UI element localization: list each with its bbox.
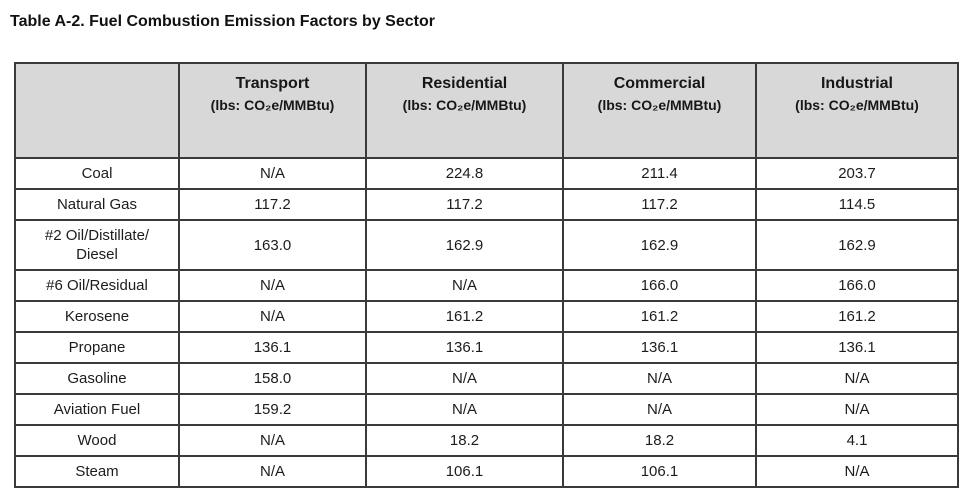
table-caption: Table A-2. Fuel Combustion Emission Fact…: [10, 13, 435, 30]
value-cell: 136.1: [755, 331, 959, 364]
header-row: Transport (lbs: CO₂e/MMBtu) Residential …: [14, 62, 959, 159]
value-cell: N/A: [562, 393, 757, 426]
value-cell: 166.0: [562, 269, 757, 302]
table-row-no2-oil-distillate-diesel: #2 Oil/Distillate/ Diesel 163.0 162.9 16…: [14, 219, 959, 271]
value-cell: 117.2: [365, 188, 564, 221]
value-cell: N/A: [178, 300, 367, 333]
value-cell: 106.1: [562, 455, 757, 488]
value-cell: N/A: [365, 393, 564, 426]
column-unit: (lbs: CO₂e/MMBtu): [402, 97, 527, 113]
fuel-label: Coal: [14, 157, 180, 190]
column-unit: (lbs: CO₂e/MMBtu): [597, 97, 722, 113]
value-cell: 117.2: [178, 188, 367, 221]
value-cell: 203.7: [755, 157, 959, 190]
value-cell: 162.9: [562, 219, 757, 271]
table-row-coal: Coal N/A 224.8 211.4 203.7: [14, 157, 959, 190]
column-header-industrial: Industrial (lbs: CO₂e/MMBtu): [755, 62, 959, 159]
fuel-label: Gasoline: [14, 362, 180, 395]
value-cell: N/A: [178, 157, 367, 190]
column-unit: (lbs: CO₂e/MMBtu): [210, 97, 335, 113]
fuel-label: Steam: [14, 455, 180, 488]
column-header-residential: Residential (lbs: CO₂e/MMBtu): [365, 62, 564, 159]
fuel-label: Kerosene: [14, 300, 180, 333]
table-row-propane: Propane 136.1 136.1 136.1 136.1: [14, 331, 959, 364]
column-name: Residential: [421, 75, 508, 92]
value-cell: N/A: [755, 362, 959, 395]
column-name: Commercial: [613, 75, 706, 92]
value-cell: 161.2: [562, 300, 757, 333]
value-cell: 163.0: [178, 219, 367, 271]
emission-factors-table: Transport (lbs: CO₂e/MMBtu) Residential …: [14, 62, 959, 488]
table-row-natural-gas: Natural Gas 117.2 117.2 117.2 114.5: [14, 188, 959, 221]
corner-cell: [14, 62, 180, 159]
value-cell: 18.2: [562, 424, 757, 457]
value-cell: 18.2: [365, 424, 564, 457]
value-cell: 4.1: [755, 424, 959, 457]
value-cell: 161.2: [365, 300, 564, 333]
value-cell: 114.5: [755, 188, 959, 221]
table-row-no6-oil-residual: #6 Oil/Residual N/A N/A 166.0 166.0: [14, 269, 959, 302]
value-cell: N/A: [178, 455, 367, 488]
value-cell: 162.9: [365, 219, 564, 271]
table-row-kerosene: Kerosene N/A 161.2 161.2 161.2: [14, 300, 959, 333]
fuel-label: #2 Oil/Distillate/ Diesel: [14, 219, 180, 271]
value-cell: 106.1: [365, 455, 564, 488]
value-cell: N/A: [178, 424, 367, 457]
value-cell: 136.1: [562, 331, 757, 364]
value-cell: N/A: [365, 269, 564, 302]
fuel-label: Natural Gas: [14, 188, 180, 221]
value-cell: 159.2: [178, 393, 367, 426]
table-row-gasoline: Gasoline 158.0 N/A N/A N/A: [14, 362, 959, 395]
value-cell: 224.8: [365, 157, 564, 190]
fuel-label: Propane: [14, 331, 180, 364]
value-cell: 161.2: [755, 300, 959, 333]
column-header-commercial: Commercial (lbs: CO₂e/MMBtu): [562, 62, 757, 159]
value-cell: 158.0: [178, 362, 367, 395]
fuel-label: Wood: [14, 424, 180, 457]
value-cell: N/A: [755, 393, 959, 426]
value-cell: 166.0: [755, 269, 959, 302]
value-cell: N/A: [365, 362, 564, 395]
table-row-wood: Wood N/A 18.2 18.2 4.1: [14, 424, 959, 457]
table-row-steam: Steam N/A 106.1 106.1 N/A: [14, 455, 959, 488]
fuel-label: #6 Oil/Residual: [14, 269, 180, 302]
value-cell: 211.4: [562, 157, 757, 190]
value-cell: 136.1: [178, 331, 367, 364]
column-header-transport: Transport (lbs: CO₂e/MMBtu): [178, 62, 367, 159]
value-cell: N/A: [178, 269, 367, 302]
column-unit: (lbs: CO₂e/MMBtu): [795, 97, 919, 113]
value-cell: N/A: [755, 455, 959, 488]
table-row-aviation-fuel: Aviation Fuel 159.2 N/A N/A N/A: [14, 393, 959, 426]
fuel-label: Aviation Fuel: [14, 393, 180, 426]
value-cell: 117.2: [562, 188, 757, 221]
column-name: Industrial: [820, 75, 893, 92]
value-cell: N/A: [562, 362, 757, 395]
value-cell: 162.9: [755, 219, 959, 271]
value-cell: 136.1: [365, 331, 564, 364]
column-name: Transport: [235, 75, 310, 92]
